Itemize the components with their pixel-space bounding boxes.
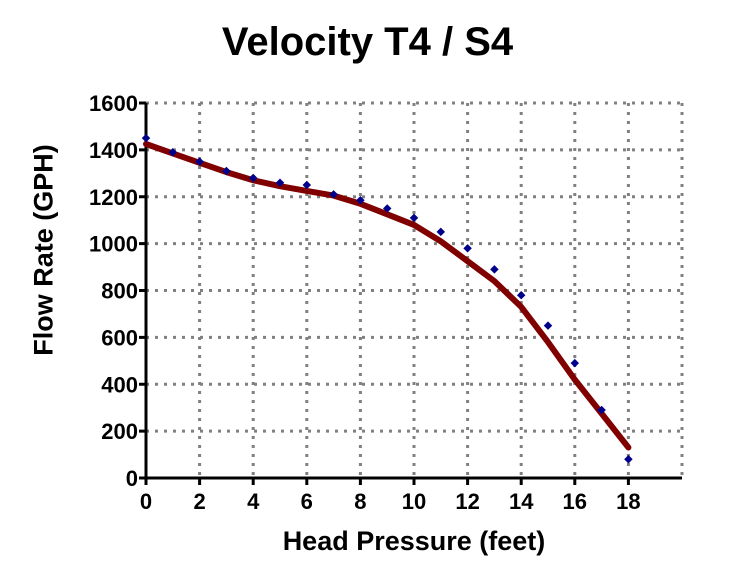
data-point xyxy=(382,204,392,213)
data-point xyxy=(570,358,580,368)
trend-line xyxy=(143,141,632,451)
x-tick-label: 14 xyxy=(509,489,534,514)
x-tick-label: 12 xyxy=(455,489,479,514)
data-point xyxy=(409,213,419,223)
x-tick-label: 6 xyxy=(301,489,313,514)
data-point xyxy=(490,265,499,274)
data-point xyxy=(329,190,338,199)
data-point xyxy=(275,178,285,187)
y-tick-label: 400 xyxy=(101,372,138,397)
axes xyxy=(139,101,682,485)
y-tick-label: 200 xyxy=(101,419,138,444)
data-point xyxy=(248,173,258,183)
x-tick-label: 10 xyxy=(402,489,426,514)
y-tick-label: 1000 xyxy=(89,232,138,257)
data-series xyxy=(141,133,633,464)
y-tick-label: 600 xyxy=(101,325,138,350)
x-tick-label: 8 xyxy=(354,489,366,514)
data-point xyxy=(436,227,446,237)
y-axis-label: Flow Rate (GPH) xyxy=(28,144,59,356)
x-tick-label: 18 xyxy=(616,489,640,514)
x-axis-label: Head Pressure (feet) xyxy=(282,526,546,556)
data-point xyxy=(543,321,553,330)
data-point xyxy=(141,133,151,143)
y-tick-label: 1200 xyxy=(89,185,138,210)
y-tick-label: 1600 xyxy=(89,91,138,116)
y-tick-label: 1400 xyxy=(89,138,138,163)
grid-lines xyxy=(146,101,684,478)
data-point xyxy=(597,405,606,415)
chart-title: Velocity T4 / S4 xyxy=(221,20,514,64)
data-point xyxy=(302,180,312,190)
y-tick-label: 800 xyxy=(101,279,138,304)
x-tick-label: 0 xyxy=(140,489,152,514)
x-tick-label: 4 xyxy=(247,489,260,514)
y-tick-label: 0 xyxy=(126,466,138,491)
tick-labels: 0 200 400 600 800 1000 1200 1400 1600 0 2 4 6 8 10 12 14… xyxy=(89,91,641,514)
data-point xyxy=(195,157,204,166)
data-point xyxy=(463,244,472,253)
data-point xyxy=(516,290,526,300)
data-point xyxy=(356,196,365,205)
x-tick-label: 2 xyxy=(193,489,205,514)
data-point xyxy=(624,455,633,464)
data-point xyxy=(222,166,231,176)
x-tick-label: 16 xyxy=(563,489,587,514)
data-point xyxy=(168,147,178,157)
